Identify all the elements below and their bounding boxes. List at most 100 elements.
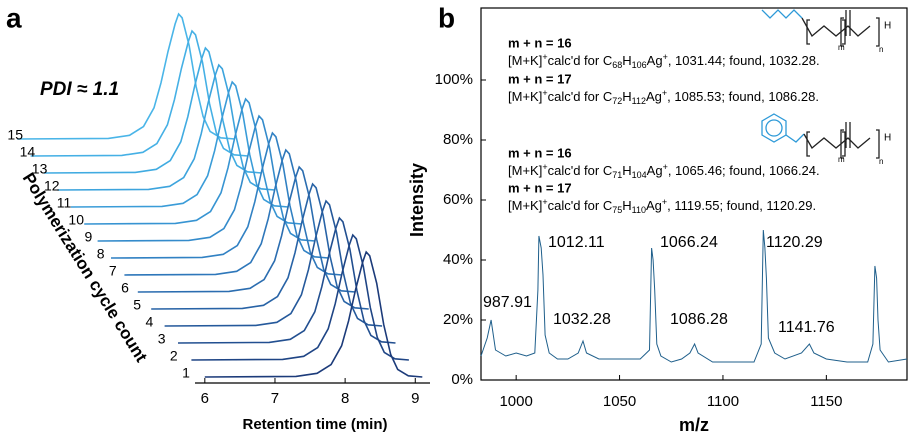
formula-part: Ag: [646, 89, 662, 104]
y-tick-label: 40%: [443, 251, 473, 268]
annotation: PDI ≈ 1.1: [40, 79, 119, 100]
formula-part: 75: [612, 205, 622, 215]
structure-label: n: [879, 157, 883, 166]
formula-part: 110: [632, 205, 646, 215]
formula-part: , 1085.53; found, 1086.28.: [667, 89, 819, 104]
peak-label: 1032.28: [553, 311, 611, 328]
trace: [17, 12, 235, 140]
formula-part: +: [542, 197, 547, 207]
series-label: 5: [133, 297, 141, 313]
trace: [43, 46, 262, 174]
peak-label: 987.91: [483, 294, 532, 311]
spectrum-line: [480, 229, 908, 363]
formula-part: , 1065.46; found, 1066.24.: [668, 163, 820, 178]
block-heading: m + n = 17: [508, 180, 572, 195]
x-tick-label: 1000: [499, 393, 532, 410]
x-tick-label: 1100: [707, 393, 739, 410]
structure-label: H: [884, 133, 891, 144]
y-tick-label: 0%: [451, 371, 473, 388]
formula-part: Ag: [646, 198, 662, 213]
trace: [110, 131, 329, 259]
trace: [57, 63, 275, 191]
formula-part: [M+K]: [508, 89, 542, 104]
y-tick-label: 60%: [443, 191, 473, 208]
alkyl-chain: [761, 9, 803, 19]
trace: [124, 148, 342, 276]
series-label: 11: [57, 195, 72, 211]
formula-part: , 1119.55; found, 1120.29.: [667, 198, 816, 213]
x-tick-label: 8: [341, 390, 349, 407]
x-axis-title: Retention time (min): [243, 416, 388, 433]
formula-part: 112: [632, 96, 646, 106]
series-label: 15: [7, 127, 23, 143]
peak-label: 1012.11: [548, 234, 605, 251]
structure-label: n: [879, 45, 883, 54]
benzene-ring: [761, 113, 787, 143]
formula-part: +: [663, 162, 668, 172]
formula-line: [M+K]+calc'd for C75H110Ag+, 1119.55; fo…: [508, 197, 816, 214]
alkyl-chain: [785, 133, 805, 143]
formula-line: [M+K]+calc'd for C71H104Ag+, 1065.46; fo…: [508, 162, 820, 179]
panel-label: b: [438, 2, 455, 33]
series-label: 13: [32, 161, 48, 177]
formula-part: 106: [632, 60, 647, 70]
formula-line: [M+K]+calc'd for C68H106Ag+, 1031.44; fo…: [508, 52, 820, 69]
formula-part: 68: [612, 60, 622, 70]
trace: [30, 29, 249, 157]
formula-part: [M+K]: [508, 53, 542, 68]
formula-part: 72: [612, 96, 622, 106]
trace: [191, 233, 409, 361]
block-heading: m + n = 17: [508, 71, 572, 86]
formula-part: Ag: [647, 163, 663, 178]
structure: H m n: [761, 113, 891, 166]
trace: [204, 250, 423, 378]
peak-label: 1120.29: [766, 234, 823, 251]
series-label: 10: [68, 212, 84, 228]
formula-part: [M+K]: [508, 198, 542, 213]
bracket: [806, 129, 880, 159]
formula-part: calc'd for C: [548, 163, 613, 178]
series-label: 7: [109, 263, 117, 279]
formula-part: +: [542, 52, 547, 62]
series-label: 3: [158, 331, 166, 347]
formula-part: H: [622, 198, 631, 213]
trace: [70, 80, 289, 208]
y-axis-title: Intensity: [407, 163, 427, 237]
formula-part: H: [622, 163, 631, 178]
trace: [137, 165, 356, 293]
backbone: [803, 133, 871, 149]
formula-part: 104: [632, 170, 647, 180]
formula-part: , 1031.44; found, 1032.28.: [668, 53, 820, 68]
formula-part: calc'd for C: [548, 53, 613, 68]
series-label: 6: [121, 280, 129, 296]
structure-label: m: [838, 155, 845, 164]
series-label: 14: [20, 144, 36, 160]
series-label: 2: [170, 348, 178, 364]
trace: [164, 199, 383, 327]
trace: [97, 114, 316, 242]
formula-line: [M+K]+calc'd for C72H112Ag+, 1085.53; fo…: [508, 88, 819, 105]
structure-label: H: [884, 21, 891, 32]
x-tick-label: 6: [201, 390, 209, 407]
series-label: 8: [97, 246, 105, 262]
series-label: 1: [182, 365, 190, 381]
bracket: [806, 17, 880, 47]
x-tick-label: 9: [411, 390, 419, 407]
series-label: 12: [44, 178, 60, 194]
backbone: [801, 17, 871, 38]
y-axis-title: Polymerization cycle count: [19, 169, 151, 365]
plot-frame: [480, 7, 908, 381]
formula-part: calc'd for C: [548, 89, 613, 104]
benzene-ring: [765, 119, 783, 137]
y-tick-label: 100%: [435, 71, 473, 88]
trace: [151, 182, 369, 310]
series-label: 4: [146, 314, 154, 330]
formula-part: +: [662, 88, 667, 98]
formula-part: [M+K]: [508, 163, 542, 178]
series-label: 9: [85, 229, 93, 245]
formula-part: +: [662, 197, 667, 207]
formula-part: +: [663, 52, 668, 62]
y-tick-label: 20%: [443, 311, 473, 328]
